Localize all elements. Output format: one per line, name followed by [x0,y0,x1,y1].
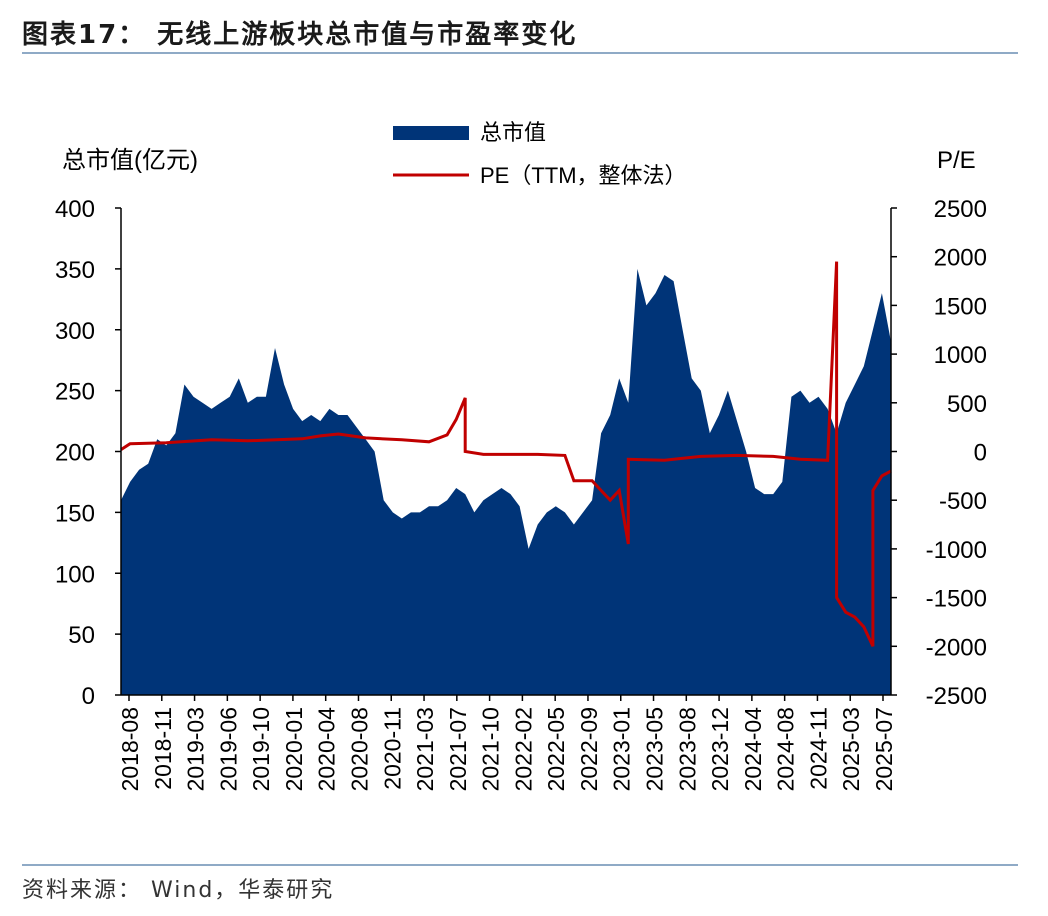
y-left-axis-label: 总市值(亿元) [62,147,198,174]
y-right-tick-label: 1500 [934,293,987,320]
x-tick-label: 2021-07 [445,707,471,791]
y-left-tick-label: 100 [55,561,95,588]
y-right-tick-label: -1000 [926,537,987,564]
legend-swatch-market-cap [393,126,469,140]
y-right-tick-label: -2000 [926,634,987,661]
y-right-tick-label: -2500 [926,683,987,710]
market-cap-area [121,268,891,695]
x-tick-label: 2025-03 [838,707,864,791]
source-note: 资料来源： Wind，华泰研究 [22,878,335,903]
y-left-tick-label: 200 [55,440,95,467]
x-tick-label: 2020-01 [281,707,307,791]
x-tick-label: 2023-05 [642,707,668,791]
x-tick-label: 2020-04 [314,707,340,792]
x-tick-label: 2024-04 [740,707,766,792]
y-left-tick-label: 0 [82,683,95,710]
footer-divider [22,864,1018,866]
y-right-axis-label: P/E [937,147,976,174]
y-left-tick-label: 350 [55,257,95,284]
x-tick-label: 2018-11 [150,707,176,790]
x-tick-label: 2021-10 [478,707,504,791]
x-tick-label: 2024-11 [805,707,831,790]
x-tick-label: 2025-07 [871,707,897,791]
title-divider [22,52,1018,54]
y-right-tick-label: 500 [947,391,987,418]
y-left-tick-label: 250 [55,379,95,406]
x-tick-label: 2023-12 [707,707,733,791]
y-right-tick-label: 2500 [934,196,987,223]
x-tick-label: 2023-01 [609,707,635,791]
x-tick-label: 2020-08 [346,707,372,791]
y-right-tick-label: -500 [939,488,987,515]
y-right-tick-label: 0 [974,440,987,467]
x-tick-label: 2019-06 [215,707,241,791]
y-left-tick-label: 150 [55,500,95,527]
x-tick-label: 2018-08 [117,707,143,791]
x-tick-label: 2019-10 [248,707,274,791]
figure-title: 图表17： 无线上游板块总市值与市盈率变化 [22,20,578,50]
x-tick-label: 2022-02 [510,707,536,791]
y-right-tick-label: 1000 [934,342,987,369]
y-left-tick-label: 400 [55,196,95,223]
legend-label-pe: PE（TTM，整体法） [480,163,687,188]
x-tick-label: 2020-11 [379,707,405,790]
pe-line [120,261,892,647]
x-tick-label: 2022-09 [576,707,602,791]
legend-label-market-cap: 总市值 [480,120,546,145]
y-right-tick-label: -1500 [926,586,987,613]
x-tick-label: 2019-03 [183,707,209,791]
x-tick-label: 2021-03 [412,707,438,791]
x-tick-label: 2024-08 [773,707,799,791]
x-tick-label: 2022-05 [543,707,569,791]
y-left-tick-label: 300 [55,318,95,345]
y-left-tick-label: 50 [68,622,95,649]
y-right-tick-label: 2000 [934,245,987,272]
x-tick-label: 2023-08 [674,707,700,791]
legend: 总市值 PE（TTM，整体法） [393,120,687,188]
